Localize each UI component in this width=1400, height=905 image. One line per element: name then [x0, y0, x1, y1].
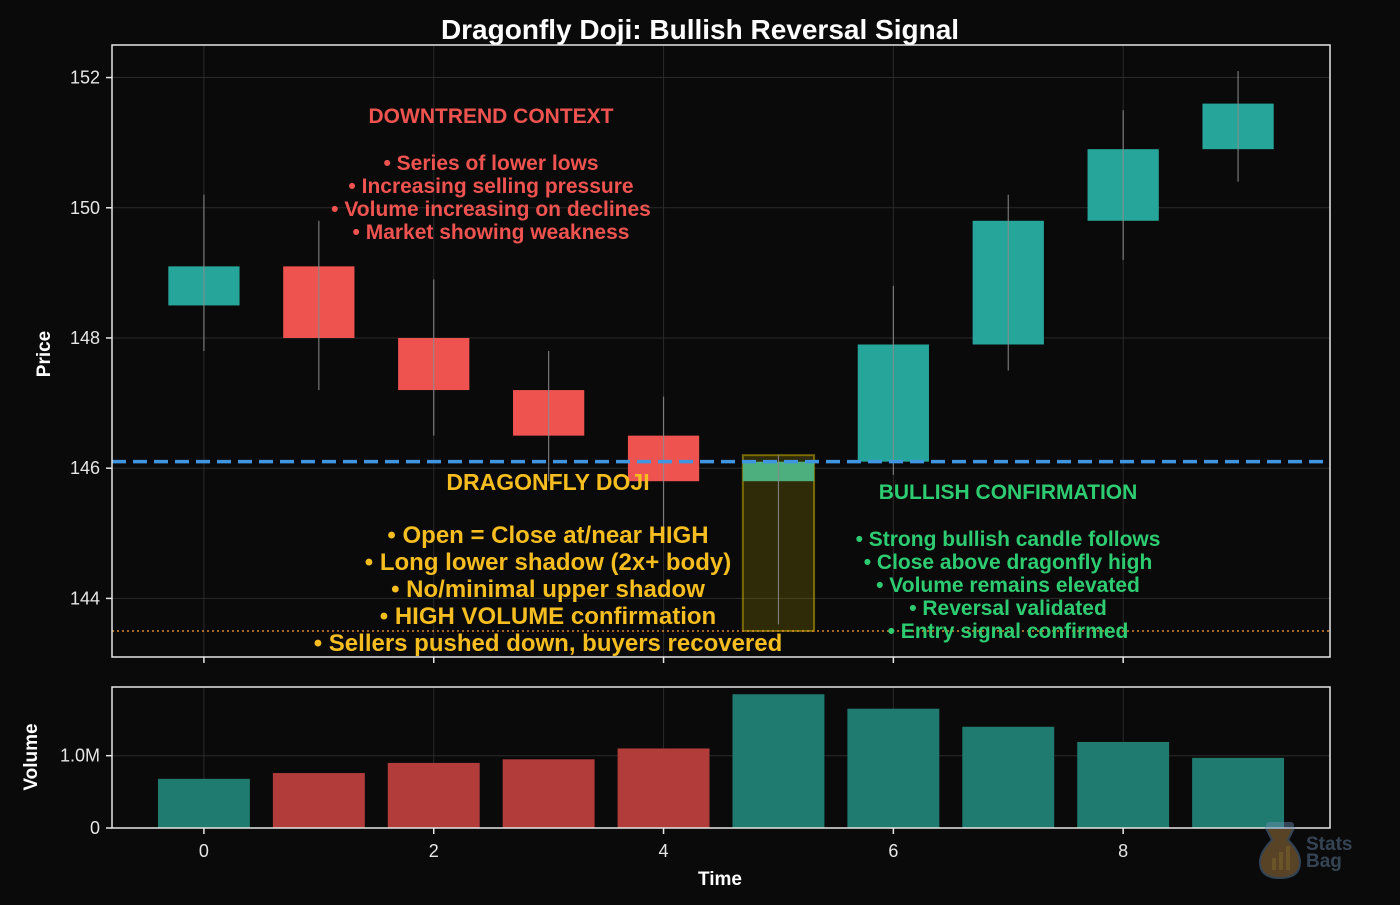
volume-bar-5 — [732, 694, 825, 828]
doji-annotation-line-0: • Open = Close at/near HIGH — [387, 522, 708, 549]
watermark: Stats Bag — [1258, 822, 1352, 880]
volume-bar-4 — [617, 748, 710, 828]
volume-panel-frame — [111, 686, 1331, 829]
watermark-text-stats: Stats — [1306, 834, 1352, 855]
volume-bar-9 — [1192, 757, 1285, 828]
volume-bar-8 — [1077, 741, 1170, 828]
doji-annotation-line-1: • Long lower shadow (2x+ body) — [365, 549, 731, 576]
price-panel-frame — [111, 44, 1331, 658]
confirmation-annotation-line-3: • Reversal validated — [909, 597, 1107, 620]
confirmation-annotation-line-1: • Close above dragonfly high — [864, 551, 1153, 574]
x-tick-label: 2 — [429, 841, 439, 861]
price-tick-label: 150 — [70, 198, 100, 218]
volume-tick-label: 1.0M — [60, 746, 100, 766]
volume-bar-2 — [387, 762, 480, 828]
x-tick-label: 0 — [199, 841, 209, 861]
volume-bar-3 — [502, 759, 595, 828]
downtrend-annotation-heading: DOWNTREND CONTEXT — [369, 105, 614, 128]
volume-bar-1 — [272, 773, 365, 828]
volume-bar-0 — [157, 778, 250, 828]
price-tick-label: 148 — [70, 328, 100, 348]
price-tick-label: 152 — [70, 68, 100, 88]
x-tick-label: 8 — [1118, 841, 1128, 861]
watermark-text-bag: Bag — [1306, 851, 1342, 872]
x-axis-label: Time — [698, 869, 742, 890]
downtrend-annotation-line-2: • Volume increasing on declines — [331, 198, 651, 221]
doji-annotation-line-4: • Sellers pushed down, buyers recovered — [314, 630, 783, 657]
confirmation-annotation-heading: BULLISH CONFIRMATION — [879, 481, 1138, 504]
downtrend-annotation-line-1: • Increasing selling pressure — [348, 175, 633, 198]
confirmation-annotation-line-0: • Strong bullish candle follows — [856, 528, 1161, 551]
volume-tick-label: 0 — [90, 818, 100, 838]
doji-annotation-line-2: • No/minimal upper shadow — [391, 576, 705, 603]
price-axis-label: Price — [34, 331, 55, 377]
chart-title: Dragonfly Doji: Bullish Reversal Signal — [441, 14, 959, 45]
volume-bar-7 — [962, 726, 1055, 828]
confirmation-annotation-line-4: • Entry signal confirmed — [888, 620, 1129, 643]
downtrend-annotation-line-3: • Market showing weakness — [353, 221, 630, 244]
x-tick-label: 4 — [659, 841, 669, 861]
downtrend-annotation-line-0: • Series of lower lows — [383, 152, 598, 175]
doji-annotation-line-3: • HIGH VOLUME confirmation — [380, 603, 716, 630]
doji-annotation-heading: DRAGONFLY DOJI — [446, 469, 649, 495]
money-bag-icon — [1258, 822, 1302, 880]
x-tick-label: 6 — [888, 841, 898, 861]
volume-axis-label: Volume — [21, 723, 42, 790]
price-tick-label: 146 — [70, 458, 100, 478]
price-tick-label: 144 — [70, 588, 100, 608]
volume-bar-6 — [847, 708, 940, 828]
confirmation-annotation-line-2: • Volume remains elevated — [876, 574, 1140, 597]
